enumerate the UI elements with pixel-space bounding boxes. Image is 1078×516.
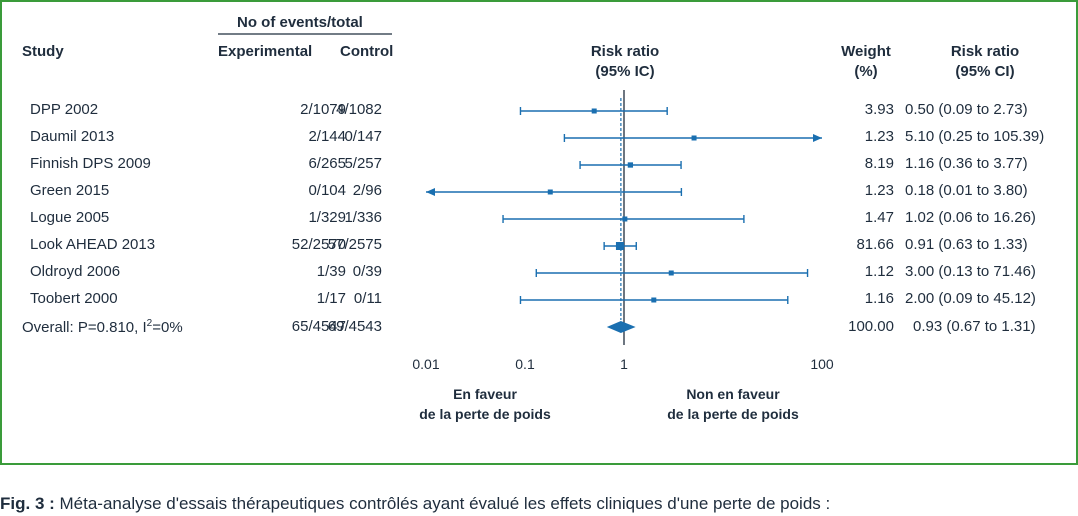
rr-value: 1.02 (0.06 to 16.26) [905, 209, 1036, 226]
experimental-header: Experimental [218, 43, 313, 60]
point-estimate [547, 189, 553, 195]
rr-plot-header-line1: Risk ratio [590, 43, 660, 60]
study-header: Study [22, 43, 64, 60]
control-value: 1/336 [344, 209, 382, 226]
rr-value: 0.50 (0.09 to 2.73) [905, 101, 1028, 118]
control-value: 2/96 [352, 182, 382, 199]
study-name: Logue 2005 [30, 209, 110, 226]
study-name: Oldroyd 2006 [30, 263, 121, 280]
study-name: Look AHEAD 2013 [30, 236, 156, 253]
experimental-value: 6/265 [308, 155, 346, 172]
weight-value: 81.66 [856, 236, 894, 253]
rr-plot-header-line2: (95% IC) [595, 63, 655, 80]
control-value: 4/1082 [336, 101, 382, 118]
weight-value: 1.16 [864, 290, 894, 307]
control-value: 57/2575 [327, 236, 382, 253]
figure-caption: Fig. 3 : Méta-analyse d'essais thérapeut… [0, 494, 831, 513]
control-value: 5/257 [344, 155, 382, 172]
figure-frame [0, 0, 1078, 465]
favours-right-label: Non en faveur de la perte de poids [667, 386, 799, 422]
weight-value: 3.93 [864, 101, 894, 118]
x-tick-label: 1 [620, 356, 628, 372]
events-total-header: No of events/total [237, 14, 363, 31]
study-name: Finnish DPS 2009 [30, 155, 151, 172]
point-estimate [668, 270, 674, 276]
experimental-value: 1/329 [308, 209, 346, 226]
x-tick-label: 0.1 [515, 356, 535, 372]
weight-value: 1.23 [864, 182, 894, 199]
rr-value: 2.00 (0.09 to 45.12) [905, 290, 1036, 307]
overall-diamond [606, 321, 636, 333]
ci-arrow-left [426, 188, 435, 196]
overall-rr: 0.93 (0.67 to 1.31) [913, 318, 1036, 335]
weight-value: 1.23 [864, 128, 894, 145]
overall-label: Overall: P=0.810, I2=0% [22, 318, 183, 336]
control-header: Control [340, 43, 394, 60]
rr-value: 3.00 (0.13 to 71.46) [905, 263, 1036, 280]
experimental-value: 0/104 [308, 182, 346, 199]
experimental-value: 2/144 [308, 128, 346, 145]
forest-plot: 0.01 0.1 1 100 [412, 90, 834, 372]
study-name: Toobert 2000 [30, 290, 118, 307]
point-estimate [651, 297, 657, 303]
overall-weight: 100.00 [848, 318, 894, 335]
weight-value: 1.47 [864, 209, 894, 226]
weight-value: 1.12 [864, 263, 894, 280]
rr-value: 0.18 (0.01 to 3.80) [905, 182, 1028, 199]
point-estimate [591, 108, 597, 114]
weight-header-line2: (%) [854, 63, 878, 80]
ci-arrow-right [813, 134, 822, 142]
point-estimate [691, 135, 697, 141]
experimental-value: 1/39 [316, 263, 346, 280]
experimental-value: 1/17 [316, 290, 346, 307]
experimental-value: 52/2570 [291, 236, 346, 253]
header-underline [218, 33, 392, 35]
rr-value: 1.16 (0.36 to 3.77) [905, 155, 1028, 172]
overall-control: 69/4543 [327, 318, 382, 335]
rr-col-header-line1: Risk ratio [950, 43, 1020, 60]
control-value: 0/147 [344, 128, 382, 145]
point-estimate [622, 216, 628, 222]
rr-value: 0.91 (0.63 to 1.33) [905, 236, 1028, 253]
favours-left-label: En faveur de la perte de poids [419, 386, 551, 422]
weight-value: 8.19 [864, 155, 894, 172]
point-estimate [627, 162, 634, 168]
x-tick-label: 100 [810, 356, 834, 372]
rr-value: 5.10 (0.25 to 105.39) [905, 128, 1045, 145]
x-tick-label: 0.01 [412, 356, 439, 372]
control-value: 0/39 [352, 263, 382, 280]
control-value: 0/11 [353, 290, 382, 307]
study-name: Daumil 2013 [30, 128, 115, 145]
overall-experimental: 65/4547 [291, 318, 346, 335]
weight-header-line1: Weight [841, 43, 891, 60]
point-estimate [615, 242, 624, 250]
rr-col-header-line2: (95% CI) [955, 63, 1015, 80]
study-name: Green 2015 [30, 182, 110, 199]
study-name: DPP 2002 [30, 101, 99, 118]
experimental-value: 2/1079 [300, 101, 346, 118]
